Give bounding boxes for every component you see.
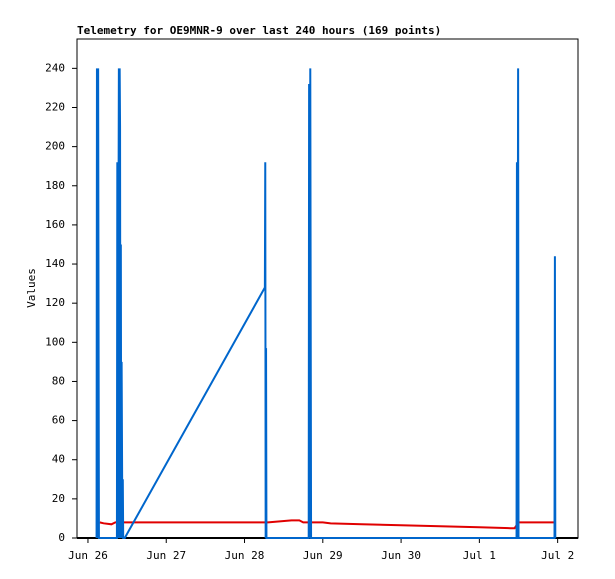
x-tick-label: Jul 1 bbox=[463, 549, 496, 562]
y-tick-label: 200 bbox=[45, 140, 65, 153]
y-tick-label: 140 bbox=[45, 257, 65, 270]
x-tick-label: Jun 30 bbox=[381, 549, 421, 562]
y-tick-label: 220 bbox=[45, 100, 65, 113]
x-tick-label: Jun 27 bbox=[146, 549, 186, 562]
plot-area bbox=[76, 38, 579, 539]
y-tick-label: 120 bbox=[45, 296, 65, 309]
y-tick-label: 40 bbox=[52, 453, 65, 466]
y-tick-label: 60 bbox=[52, 414, 65, 427]
y-tick-label: 20 bbox=[52, 492, 65, 505]
series-line bbox=[99, 519, 555, 530]
x-tick-label: Jun 28 bbox=[225, 549, 265, 562]
y-tick-label: 80 bbox=[52, 374, 65, 387]
y-tick-label: 100 bbox=[45, 335, 65, 348]
y-tick-label: 0 bbox=[58, 531, 65, 544]
x-tick-label: Jun 26 bbox=[68, 549, 108, 562]
series-line bbox=[95, 68, 557, 539]
y-tick-label: 180 bbox=[45, 179, 65, 192]
y-axis-label: Values bbox=[25, 268, 38, 308]
x-tick-label: Jun 29 bbox=[303, 549, 343, 562]
y-tick-label: 240 bbox=[45, 61, 65, 74]
chart-title: Telemetry for OE9MNR-9 over last 240 hou… bbox=[77, 24, 441, 37]
y-tick-label: 160 bbox=[45, 218, 65, 231]
x-tick-label: Jul 2 bbox=[541, 549, 574, 562]
